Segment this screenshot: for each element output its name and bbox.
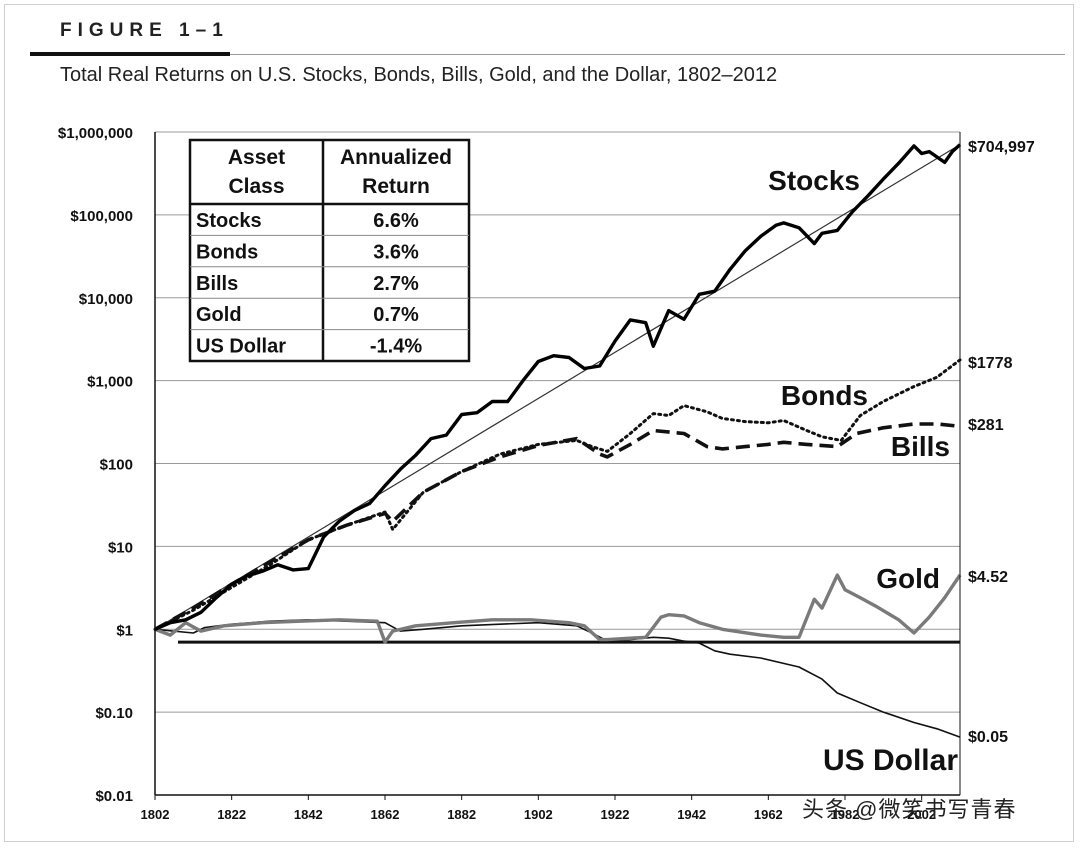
figure-frame <box>4 4 1074 842</box>
x-tick-label: 1822 <box>217 807 246 822</box>
series-label-bonds: Bonds <box>781 380 868 411</box>
series-label-bills: Bills <box>891 431 950 462</box>
table-cell-asset: US Dollar <box>196 336 286 358</box>
table-header-cell: Class <box>228 175 284 198</box>
series-bonds <box>153 358 962 631</box>
end-value-us-dollar: $0.05 <box>968 729 1008 746</box>
y-tick-label: $1 <box>116 622 133 639</box>
stocks-trend-line <box>154 144 961 630</box>
series-label-us-dollar: US Dollar <box>823 744 958 777</box>
x-tick-label: 1902 <box>524 807 553 822</box>
x-tick-label: 1982 <box>831 807 860 822</box>
y-tick-label: $100 <box>100 457 133 474</box>
y-tick-label: $0.01 <box>95 788 133 805</box>
series-us-dollar <box>154 618 961 738</box>
table-border <box>188 138 471 363</box>
x-tick-label: 1962 <box>754 807 783 822</box>
x-tick-label: 1882 <box>447 807 476 822</box>
figure-rule-thick <box>30 52 230 56</box>
end-value-bills: $281 <box>968 417 1004 434</box>
y-tick-label: $1,000 <box>87 374 133 391</box>
y-tick-label: $10,000 <box>79 291 133 308</box>
end-value-stocks: $704,997 <box>968 139 1035 156</box>
table-header-cell: Annualized <box>340 146 452 169</box>
y-tick-label: $100,000 <box>70 208 133 225</box>
end-value-bonds: $1778 <box>968 355 1013 372</box>
series-label-gold: Gold <box>876 563 940 594</box>
table-cell-asset: Stocks <box>196 210 262 232</box>
series-layer <box>153 143 962 738</box>
figure-title: Total Real Returns on U.S. Stocks, Bonds… <box>60 64 778 86</box>
table-cell-return: -1.4% <box>370 336 422 358</box>
series-bills <box>154 422 961 631</box>
table-header-cell: Asset <box>228 146 285 169</box>
x-tick-label: 1922 <box>601 807 630 822</box>
table-cell-return: 0.7% <box>373 304 419 326</box>
x-tick-label: 1862 <box>371 807 400 822</box>
table-cell-asset: Gold <box>196 304 242 326</box>
watermark: 头条 @微笑书写青春 <box>802 797 1017 822</box>
end-value-gold: $4.52 <box>968 569 1008 586</box>
y-tick-label: $10 <box>108 539 133 556</box>
series-stocks <box>154 143 962 631</box>
x-tick-label: 2002 <box>907 807 936 822</box>
x-tick-label: 1942 <box>677 807 706 822</box>
table-cell-asset: Bonds <box>196 241 258 263</box>
y-tick-label: $0.10 <box>95 705 133 722</box>
legend-table: Asset Class Annualized Return Stocks 6.6% Bond… <box>188 138 471 363</box>
y-tick-label: $1,000,000 <box>58 125 133 142</box>
table-header-cell: Return <box>362 175 430 198</box>
figure-rule-thin <box>230 54 1065 55</box>
label-layer: Stocks Bonds Bills Gold US Dollar $704,997 $17… <box>768 139 1035 777</box>
table-cell-return: 3.6% <box>373 241 419 263</box>
x-tick-label: 1802 <box>141 807 170 822</box>
x-tick-label: 1842 <box>294 807 323 822</box>
table-cell-return: 2.7% <box>373 273 419 295</box>
table-cell-asset: Bills <box>196 273 238 295</box>
table-cell-return: 6.6% <box>373 210 419 232</box>
axis-layer: $1,000,000 $100,000 $10,000 $1,000 $100 $10 $1… <box>58 125 961 822</box>
series-label-stocks: Stocks <box>768 165 860 196</box>
series-gold <box>154 573 962 644</box>
figure-label: FIGURE 1–1 <box>60 20 229 41</box>
